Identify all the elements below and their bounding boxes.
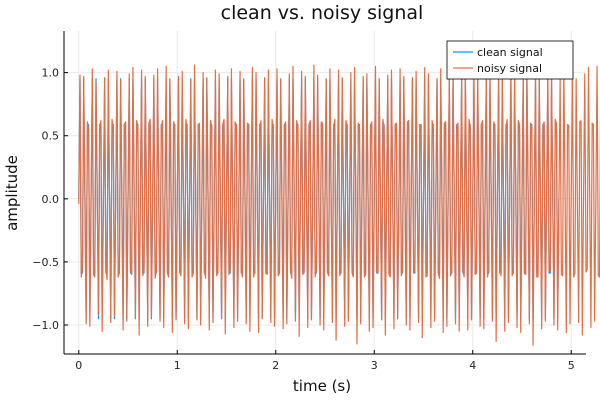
y-tick-label: 0.0 [42,193,60,206]
y-tick-label: −0.5 [32,256,59,269]
x-tick-label: 3 [371,359,378,372]
legend: clean signal noisy signal [446,40,574,80]
legend-box [446,40,574,80]
legend-label-2: noisy signal [477,62,542,75]
y-axis-title: amplitude [3,155,21,231]
y-tick-label: −1.0 [32,319,59,332]
x-tick-label: 1 [174,359,181,372]
ticks: 0 1 2 3 4 5 −1.0 −0.5 0.0 0.5 1.0 [32,67,574,372]
x-tick-label: 0 [75,359,82,372]
y-tick-label: 1.0 [42,67,60,80]
series-line-2 [78,64,600,346]
axes [63,31,586,355]
chart-title: clean vs. noisy signal [221,2,424,24]
legend-label-1: clean signal [477,46,543,59]
x-axis-title: time (s) [293,377,351,395]
x-tick-label: 4 [469,359,476,372]
y-tick-label: 0.5 [42,130,60,143]
plot-lines [78,64,600,346]
x-tick-label: 2 [272,359,279,372]
x-tick-label: 5 [568,359,575,372]
